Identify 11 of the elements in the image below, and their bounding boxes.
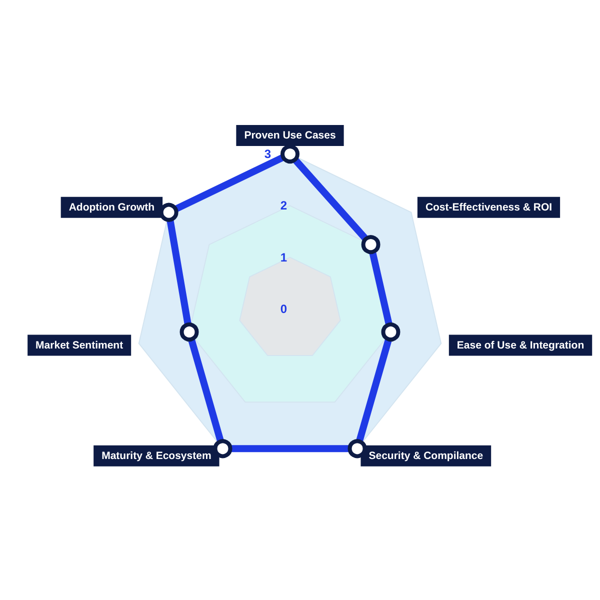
y-tick-label: 0 [280,302,288,316]
spoke-label: Security & Compilance [368,450,484,462]
y-tick-label: 2 [280,198,288,213]
y-tick-label: 1 [280,250,288,264]
spoke-label: Cost-Effectiveness & ROI [425,201,552,214]
spoke-label: Maturity & Ecosystem [102,450,212,462]
spoke-label: Ease of Use & Integration [456,339,584,352]
spoke-label: Market Sentiment [36,339,124,352]
y-tick-label: 3 [264,147,272,161]
spoke-label: Adoption Growth [68,201,155,214]
spoke-label: Proven Use Cases [244,130,336,142]
